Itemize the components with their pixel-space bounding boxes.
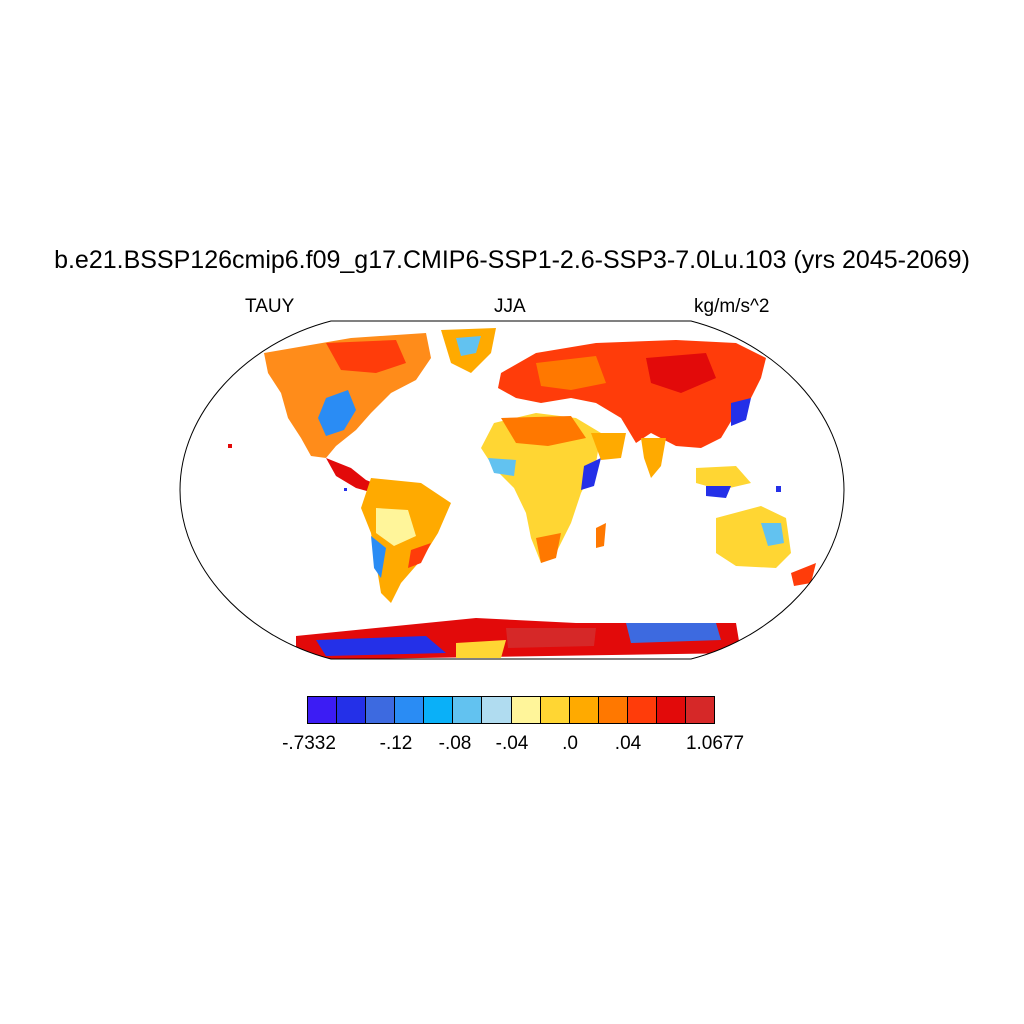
colorbar-box-0 — [308, 697, 338, 723]
colorbar-label-6: 1.0677 — [685, 733, 745, 754]
colorbar-box-4 — [424, 697, 454, 723]
colorbar-label-4: .0 — [562, 733, 578, 754]
colorbar-label-5: .04 — [614, 733, 642, 754]
plot-title: b.e21.BSSP126cmip6.f09_g17.CMIP6-SSP1-2.… — [54, 246, 970, 274]
north-america-east-blue — [318, 390, 356, 436]
colorbar-box-2 — [366, 697, 396, 723]
variable-label: TAUY — [245, 296, 295, 317]
colorbar — [307, 696, 715, 724]
colorbar-label-0: -.7332 — [282, 733, 336, 754]
colorbar-box-6 — [482, 697, 512, 723]
colorbar-box-10 — [598, 697, 628, 723]
world-map — [179, 320, 845, 660]
colorbar-label-3: -.04 — [495, 733, 529, 754]
colorbar-box-1 — [337, 697, 367, 723]
central-america-land — [326, 458, 381, 493]
colorbar-label-2: -.08 — [438, 733, 472, 754]
colorbar-box-11 — [627, 697, 657, 723]
colorbar-box-8 — [540, 697, 570, 723]
season-label: JJA — [494, 296, 526, 317]
colorbar-box-3 — [395, 697, 425, 723]
australia-land — [716, 506, 791, 568]
units-label: kg/m/s^2 — [694, 296, 770, 317]
colorbar-box-12 — [656, 697, 687, 723]
colorbar-box-9 — [569, 697, 599, 723]
africa-land — [481, 413, 601, 563]
colorbar-labels: -.7332 -.12 -.08 -.04 .0 .04 1.0677 — [0, 733, 1024, 757]
colorbar-box-5 — [453, 697, 483, 723]
colorbar-box-7 — [511, 697, 541, 723]
north-america-north-red — [326, 340, 406, 373]
colorbar-box-13 — [686, 697, 715, 723]
colorbar-label-1: -.12 — [379, 733, 413, 754]
